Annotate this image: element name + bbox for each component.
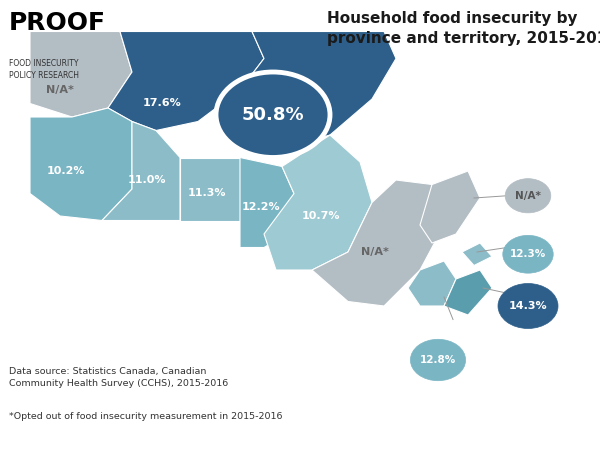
Circle shape — [410, 339, 466, 381]
Text: FOOD INSECURITY
POLICY RESEARCH: FOOD INSECURITY POLICY RESEARCH — [9, 58, 79, 80]
Polygon shape — [312, 180, 444, 306]
Polygon shape — [240, 158, 294, 248]
Polygon shape — [108, 32, 264, 130]
Text: Data source: Statistics Canada, Canadian
Community Health Survey (CCHS), 2015-20: Data source: Statistics Canada, Canadian… — [9, 367, 228, 388]
Text: 12.8%: 12.8% — [420, 355, 456, 365]
Text: 50.8%: 50.8% — [242, 106, 304, 124]
Text: N/A*: N/A* — [361, 247, 389, 257]
Polygon shape — [264, 135, 372, 270]
Polygon shape — [444, 270, 492, 315]
Text: 12.3%: 12.3% — [510, 249, 546, 259]
Text: 10.2%: 10.2% — [47, 166, 85, 176]
Text: 11.0%: 11.0% — [128, 175, 166, 185]
Polygon shape — [102, 122, 180, 220]
Text: N/A*: N/A* — [515, 191, 541, 201]
Polygon shape — [420, 171, 480, 243]
Circle shape — [216, 72, 330, 158]
Text: 14.3%: 14.3% — [509, 301, 547, 311]
Text: Household food insecurity by
province and territory, 2015-2016: Household food insecurity by province an… — [327, 11, 600, 46]
Polygon shape — [30, 32, 132, 117]
Text: 12.2%: 12.2% — [242, 202, 280, 212]
Text: 10.7%: 10.7% — [302, 211, 340, 221]
Text: 17.6%: 17.6% — [143, 99, 181, 108]
Polygon shape — [240, 32, 396, 148]
Circle shape — [498, 284, 558, 328]
Circle shape — [505, 179, 551, 213]
Polygon shape — [30, 108, 132, 220]
Polygon shape — [408, 261, 456, 306]
Text: *Opted out of food insecurity measurement in 2015-2016: *Opted out of food insecurity measuremen… — [9, 412, 283, 421]
Text: N/A*: N/A* — [46, 85, 74, 95]
Text: 11.3%: 11.3% — [188, 189, 226, 198]
Polygon shape — [462, 243, 492, 266]
Text: PROOF: PROOF — [9, 11, 106, 35]
Circle shape — [503, 235, 553, 273]
Polygon shape — [180, 158, 240, 220]
